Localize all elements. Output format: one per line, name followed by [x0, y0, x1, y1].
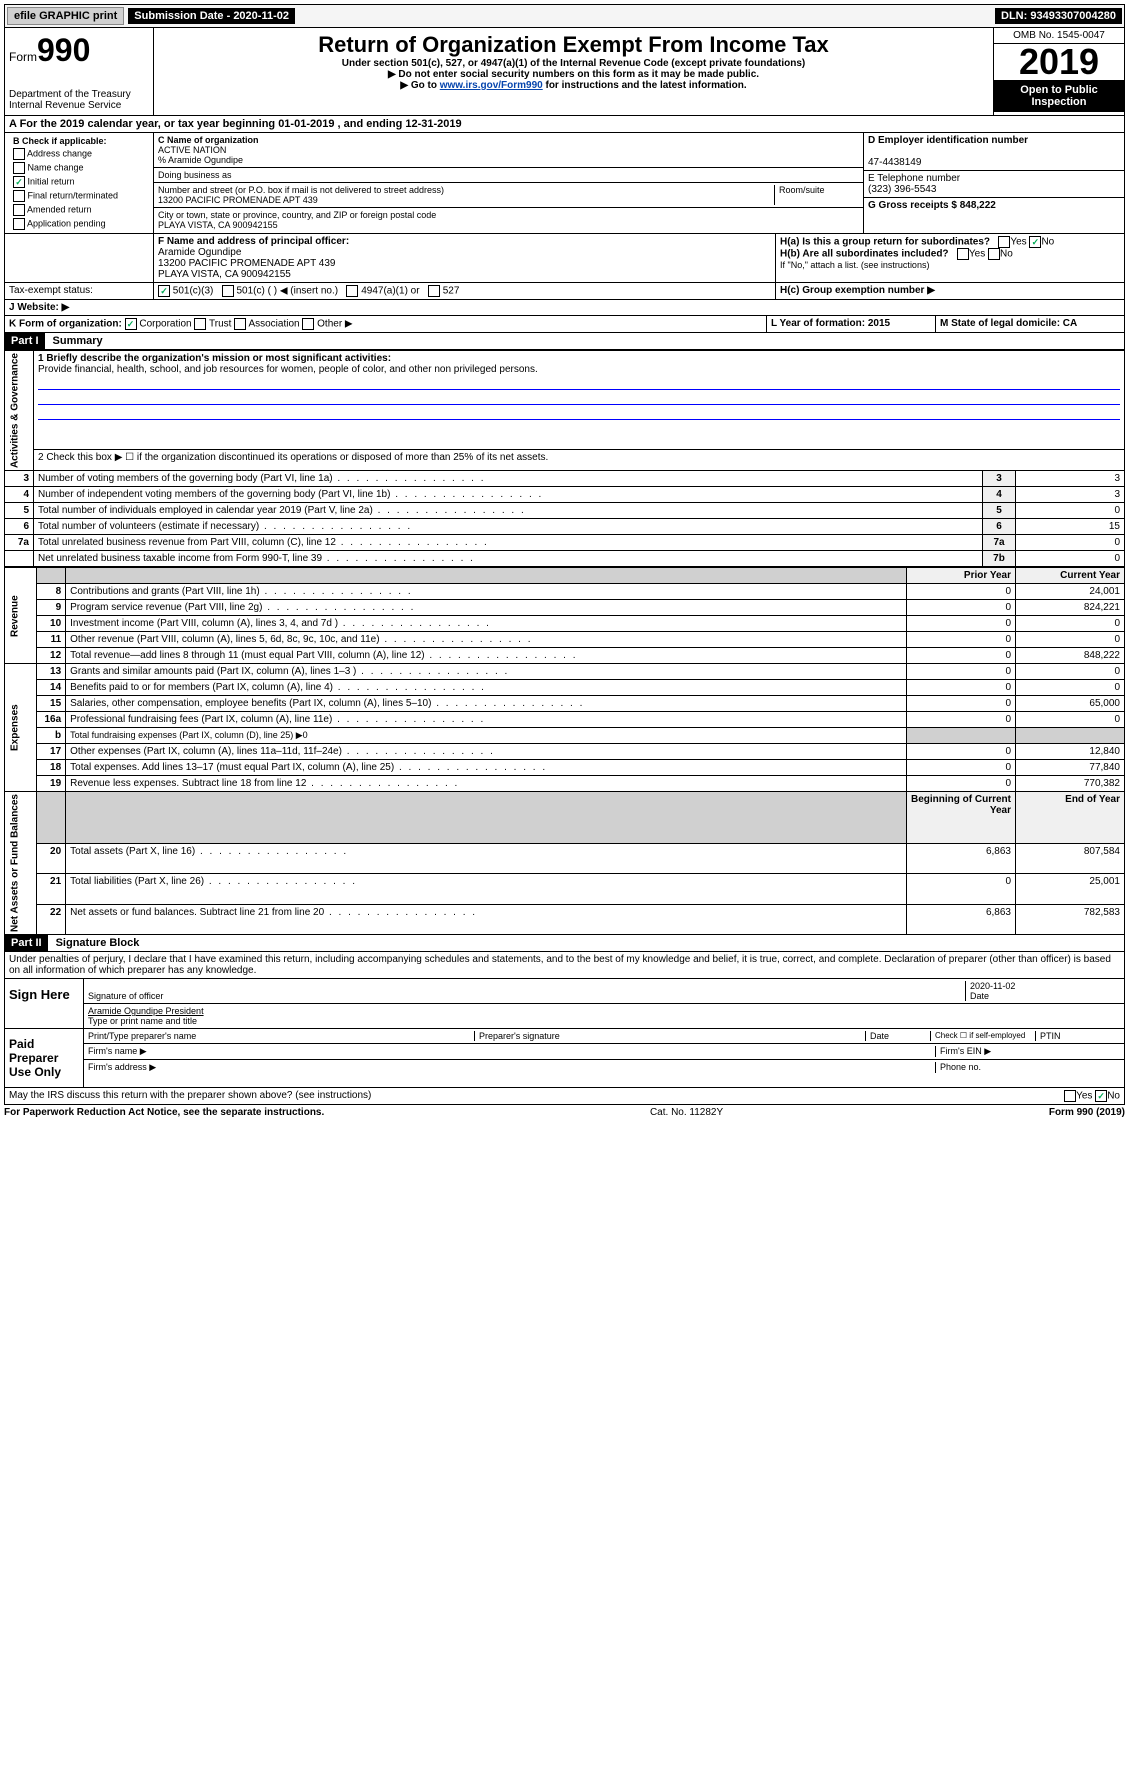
discuss-row: May the IRS discuss this return with the…	[4, 1088, 1125, 1105]
gross-receipts: G Gross receipts $ 848,222	[868, 200, 996, 211]
summary-table: Activities & Governance 1 Briefly descri…	[4, 350, 1125, 567]
form-note2: ▶ Go to www.irs.gov/Form990 for instruct…	[158, 80, 989, 91]
signature-block: Sign Here Signature of officer 2020-11-0…	[4, 979, 1125, 1029]
form-title: Return of Organization Exempt From Incom…	[158, 32, 989, 58]
ein: 47-4438149	[868, 157, 921, 168]
part1-header: Part I Summary	[4, 333, 1125, 350]
tax-exempt-row: Tax-exempt status: 501(c)(3) 501(c) ( ) …	[4, 283, 1125, 300]
perjury-text: Under penalties of perjury, I declare th…	[4, 952, 1125, 979]
finance-table: RevenuePrior YearCurrent Year8Contributi…	[4, 567, 1125, 935]
form-number: Form990	[9, 32, 149, 69]
submission-date: Submission Date - 2020-11-02	[128, 8, 295, 24]
efile-button[interactable]: efile GRAPHIC print	[7, 7, 124, 25]
open-public-badge: Open to Public Inspection	[994, 80, 1124, 112]
governance-label: Activities & Governance	[5, 351, 34, 471]
period-row: A For the 2019 calendar year, or tax yea…	[4, 116, 1125, 133]
org-address: 13200 PACIFIC PROMENADE APT 439	[158, 195, 318, 205]
org-name: ACTIVE NATION	[158, 145, 226, 155]
preparer-block: Paid Preparer Use Only Print/Type prepar…	[4, 1029, 1125, 1088]
top-bar: efile GRAPHIC print Submission Date - 20…	[4, 4, 1125, 28]
form-note1: ▶ Do not enter social security numbers o…	[158, 69, 989, 80]
form-header: Form990 Department of the Treasury Inter…	[4, 28, 1125, 116]
dln: DLN: 93493307004280	[995, 8, 1122, 24]
form-subtitle: Under section 501(c), 527, or 4947(a)(1)…	[158, 58, 989, 69]
officer-group-row: F Name and address of principal officer:…	[4, 234, 1125, 283]
part2-header: Part II Signature Block	[4, 935, 1125, 952]
dept-label: Department of the Treasury	[9, 89, 149, 100]
page-footer: For Paperwork Reduction Act Notice, see …	[4, 1105, 1125, 1120]
irs-link[interactable]: www.irs.gov/Form990	[440, 80, 543, 91]
org-info-block: B Check if applicable: Address change Na…	[4, 133, 1125, 234]
phone: (323) 396-5543	[868, 184, 936, 195]
tax-year: 2019	[994, 44, 1124, 80]
mission-text: Provide financial, health, school, and j…	[38, 364, 538, 375]
form-org-row: K Form of organization: Corporation Trus…	[4, 316, 1125, 333]
checkbox-column: B Check if applicable: Address change Na…	[5, 133, 154, 233]
irs-label: Internal Revenue Service	[9, 100, 149, 111]
website-row: J Website: ▶	[4, 300, 1125, 316]
org-city: PLAYA VISTA, CA 900942155	[158, 220, 278, 230]
